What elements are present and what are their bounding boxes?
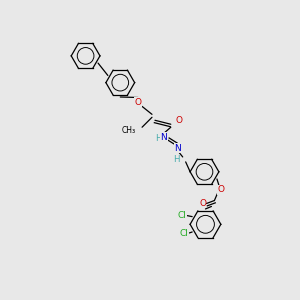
Text: Cl: Cl xyxy=(180,230,189,238)
Text: O: O xyxy=(135,98,142,107)
Text: Cl: Cl xyxy=(178,211,187,220)
Text: N: N xyxy=(174,143,181,152)
Text: O: O xyxy=(175,116,182,125)
Text: H: H xyxy=(155,134,161,142)
Text: O: O xyxy=(218,185,225,194)
Text: N: N xyxy=(160,133,167,142)
Text: H: H xyxy=(173,155,180,164)
Text: O: O xyxy=(199,199,206,208)
Text: CH₃: CH₃ xyxy=(122,126,136,135)
